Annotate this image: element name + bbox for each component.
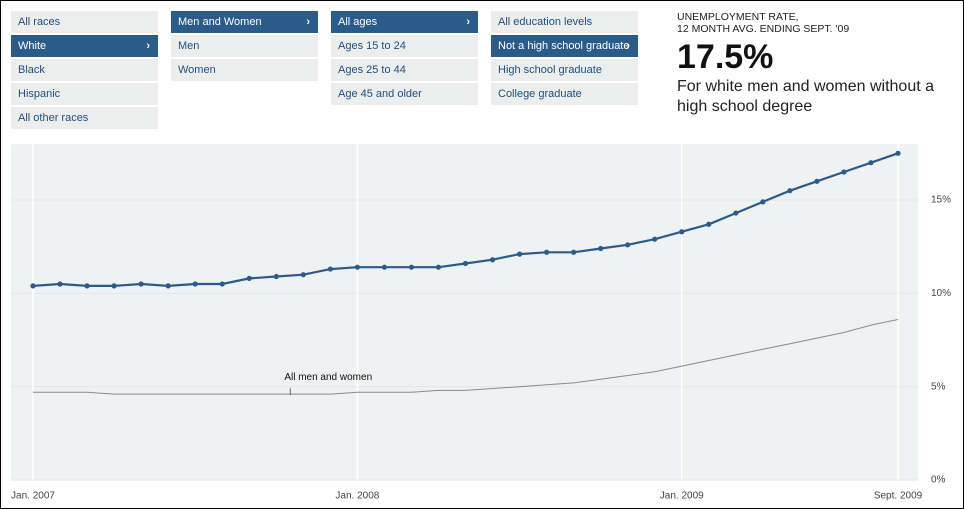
point [57, 281, 63, 287]
point [571, 249, 577, 255]
kicker: UNEMPLOYMENT RATE, 12 MONTH AVG. ENDING … [677, 11, 957, 35]
point [435, 264, 442, 270]
y-tick-label: 5% [931, 381, 946, 392]
point [733, 210, 739, 216]
y-tick-label: 10% [931, 288, 951, 299]
point [462, 260, 469, 267]
point [192, 281, 198, 287]
kicker-line: 12 MONTH AVG. ENDING SEPT. '09 [677, 23, 850, 35]
point [841, 169, 847, 175]
point [273, 273, 279, 280]
filter-option[interactable]: Hispanic [11, 83, 158, 105]
filter-option[interactable]: All other races [11, 107, 158, 129]
point [219, 281, 225, 287]
point [814, 178, 820, 184]
point [30, 283, 36, 289]
filter-option[interactable]: Men and Women [171, 11, 318, 33]
point [381, 264, 388, 270]
point [516, 251, 523, 257]
filter-column: Men and WomenMenWomen [171, 11, 318, 83]
point [489, 257, 496, 263]
filter-option[interactable]: All races [11, 11, 158, 33]
filter-option[interactable]: Ages 25 to 44 [331, 59, 478, 81]
filter-option[interactable]: Age 45 and older [331, 83, 478, 105]
filter-option[interactable]: Not a high school graduate [491, 35, 638, 57]
headline: UNEMPLOYMENT RATE, 12 MONTH AVG. ENDING … [677, 11, 957, 117]
filter-option[interactable]: White [11, 35, 158, 57]
x-tick-label: Sept. 2009 [874, 491, 923, 502]
point [246, 275, 252, 281]
point [760, 199, 766, 205]
point [625, 242, 631, 248]
point [300, 272, 306, 278]
series-label: All men and women [284, 372, 372, 383]
point [598, 245, 604, 252]
point [408, 264, 415, 270]
point [84, 283, 90, 289]
x-tick-label: Jan. 2009 [660, 491, 704, 502]
point [543, 249, 550, 255]
point [787, 188, 793, 194]
filter-option[interactable]: Men [171, 35, 318, 57]
y-tick-label: 0% [931, 475, 946, 486]
filter-option[interactable]: Black [11, 59, 158, 81]
point [706, 221, 712, 227]
filter-option[interactable]: All ages [331, 11, 478, 33]
filter-column: All racesWhiteBlackHispanicAll other rac… [11, 11, 158, 131]
point [354, 264, 360, 270]
filter-option[interactable]: High school graduate [491, 59, 638, 81]
filter-option[interactable]: All education levels [491, 11, 638, 33]
headline-description: For white men and women without a high s… [677, 78, 935, 115]
point [327, 266, 333, 272]
filter-option[interactable]: College graduate [491, 83, 638, 105]
series-line [33, 319, 899, 395]
filter-option[interactable]: Ages 15 to 24 [331, 35, 478, 57]
filter-option[interactable]: Women [171, 59, 318, 81]
point [895, 150, 901, 156]
point [679, 229, 685, 235]
y-tick-label: 15% [931, 195, 951, 206]
x-tick-label: Jan. 2007 [11, 491, 55, 502]
point [652, 236, 658, 242]
point [868, 160, 874, 166]
point [138, 281, 144, 287]
filter-column: All education levels Not a high school gr… [491, 11, 638, 107]
x-tick-label: Jan. 2008 [335, 491, 379, 502]
headline-figure: 17.5% [677, 38, 774, 76]
point [111, 283, 117, 289]
point [165, 283, 171, 289]
kicker-line: UNEMPLOYMENT RATE, [677, 11, 799, 23]
